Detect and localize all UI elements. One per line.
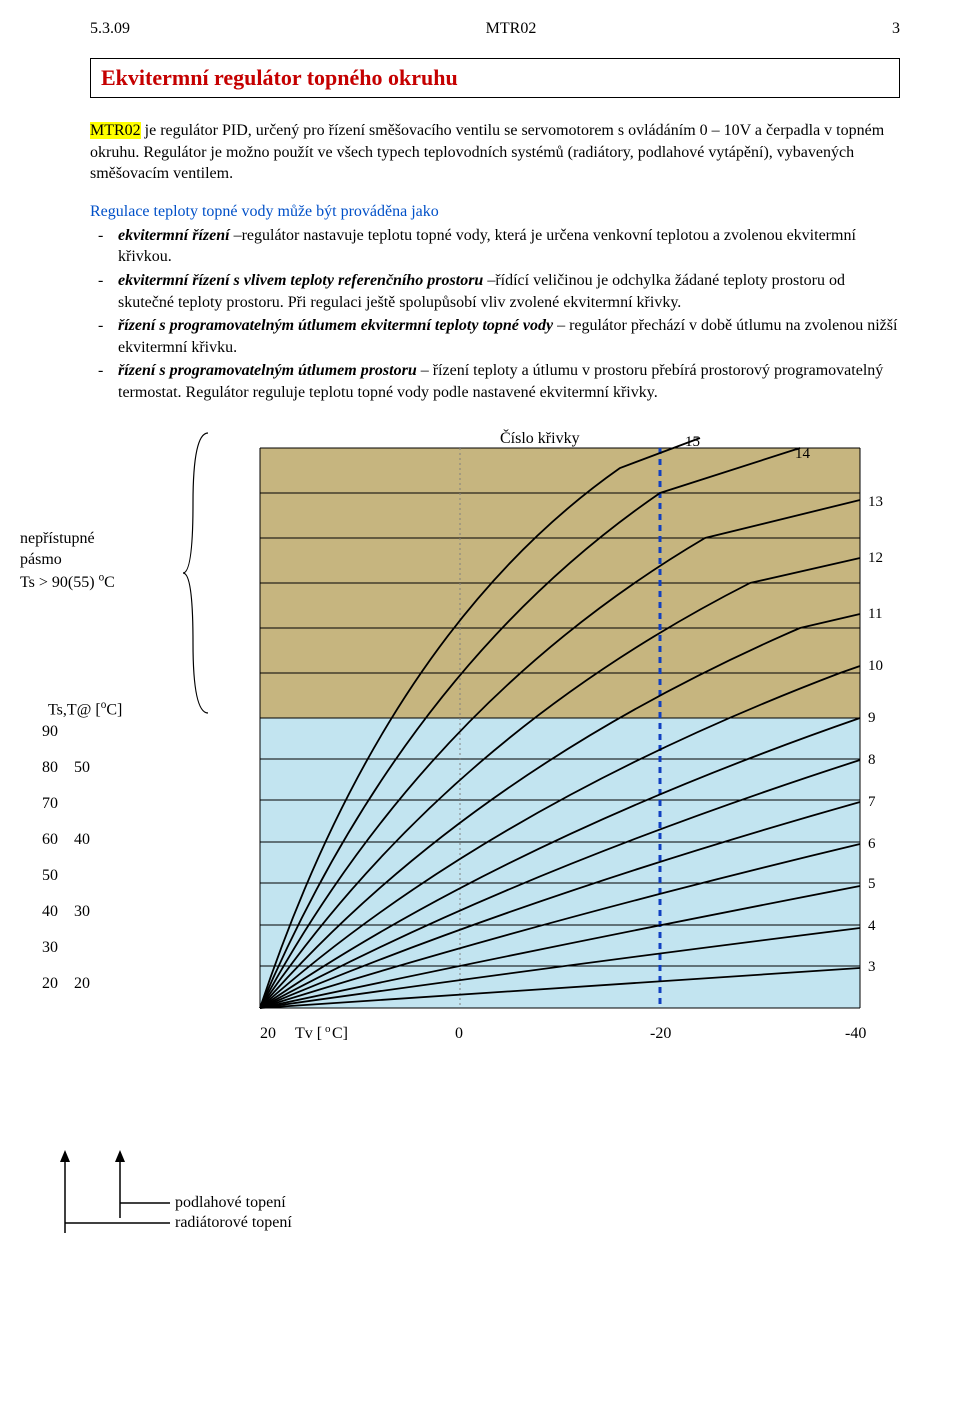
- svg-text:6: 6: [868, 836, 876, 852]
- mode-item: ekvitermní řízení s vlivem teploty refer…: [90, 270, 900, 313]
- svg-text:Tv [: Tv [: [295, 1025, 322, 1042]
- page: 5.3.09 MTR02 3 Ekvitermní regulátor topn…: [0, 0, 960, 1402]
- y-tick: 40: [42, 904, 72, 938]
- modes-heading: Regulace teploty topné vody může být pro…: [90, 203, 900, 221]
- y-tick-b: 40: [74, 832, 104, 866]
- intro-paragraph: MTR02 je regulátor PID, určený pro řízen…: [90, 120, 900, 185]
- svg-text:9: 9: [868, 710, 876, 726]
- mode-item: řízení s programovatelným útlumem prosto…: [90, 360, 900, 403]
- header-right: 3: [892, 20, 900, 38]
- svg-text:3: 3: [868, 959, 876, 975]
- svg-text:12: 12: [868, 550, 883, 566]
- y-tick: 90: [42, 724, 72, 758]
- intro-highlight: MTR02: [90, 122, 141, 139]
- svg-text:13: 13: [868, 494, 883, 510]
- svg-text:11: 11: [868, 606, 882, 622]
- mode-strong: ekvitermní řízení s vlivem teploty refer…: [118, 272, 483, 289]
- y-tick: 70: [42, 796, 72, 830]
- y-tick-b: [74, 724, 104, 758]
- y-tick: 50: [42, 868, 72, 902]
- y-tick: 20: [42, 976, 72, 1010]
- svg-text:o: o: [325, 1023, 331, 1035]
- y-tick: 60: [42, 832, 72, 866]
- mode-strong: řízení s programovatelným útlumem ekvite…: [118, 317, 553, 334]
- equitherm-chart: Číslo křivky 15 14 13: [240, 428, 900, 1068]
- modes-list: ekvitermní řízení –regulátor nastavuje t…: [90, 225, 900, 404]
- mode-item: ekvitermní řízení –regulátor nastavuje t…: [90, 225, 900, 268]
- svg-text:0: 0: [455, 1025, 463, 1042]
- y-tick-b: 50: [74, 760, 104, 794]
- svg-text:7: 7: [868, 794, 876, 810]
- page-header: 5.3.09 MTR02 3: [90, 20, 900, 38]
- y-tick-b: 30: [74, 904, 104, 938]
- document-title: Ekvitermní regulátor topného okruhu: [90, 58, 900, 98]
- y-axis-labels: Ts,T@ [oC] 90 8050 70 6040 50 4030 30 20…: [40, 700, 122, 1012]
- radiator-heating-label: radiátorové topení: [175, 1214, 292, 1232]
- header-left: 5.3.09: [90, 20, 130, 38]
- svg-text:5: 5: [868, 876, 876, 892]
- y-tick-table: 90 8050 70 6040 50 4030 30 2020: [40, 722, 106, 1012]
- svg-text:15: 15: [685, 434, 700, 450]
- y-tick-b: [74, 868, 104, 902]
- mode-strong: ekvitermní řízení: [118, 227, 230, 244]
- intro-text: je regulátor PID, určený pro řízení směš…: [90, 122, 884, 182]
- equitherm-figure: nepřístupné pásmo Ts > 90(55) oC Ts,T@ […: [90, 428, 900, 1148]
- side-l2: pásmo: [20, 551, 62, 568]
- svg-text:8: 8: [868, 752, 876, 768]
- floor-heating-label: podlahové topení: [175, 1194, 286, 1212]
- mode-text: –regulátor nastavuje teplotu topné vody,…: [118, 227, 856, 266]
- header-center: MTR02: [486, 20, 537, 38]
- y-tick: 30: [42, 940, 72, 974]
- footer-labels: podlahové topení radiátorové topení: [40, 1148, 900, 1238]
- brace-icon: [178, 428, 218, 718]
- svg-text:20: 20: [260, 1025, 276, 1042]
- curve-label: Číslo křivky: [500, 428, 580, 447]
- inaccessible-band-label: nepřístupné pásmo Ts > 90(55) oC: [20, 528, 170, 594]
- y-tick-b: [74, 940, 104, 974]
- svg-text:4: 4: [868, 918, 876, 934]
- y-tick: 80: [42, 760, 72, 794]
- mode-item: řízení s programovatelným útlumem ekvite…: [90, 315, 900, 358]
- side-l1: nepřístupné: [20, 530, 95, 547]
- side-l3: Ts > 90(55) oC: [20, 574, 115, 591]
- svg-text:14: 14: [795, 446, 811, 462]
- y-tick-b: 20: [74, 976, 104, 1010]
- svg-text:10: 10: [868, 658, 883, 674]
- svg-text:C]: C]: [332, 1025, 348, 1042]
- mode-strong: řízení s programovatelným útlumem prosto…: [118, 362, 417, 379]
- svg-text:-20: -20: [650, 1025, 671, 1042]
- y-axis-unit: Ts,T@ [oC]: [40, 700, 122, 718]
- svg-text:-40: -40: [845, 1025, 866, 1042]
- y-tick-b: [74, 796, 104, 830]
